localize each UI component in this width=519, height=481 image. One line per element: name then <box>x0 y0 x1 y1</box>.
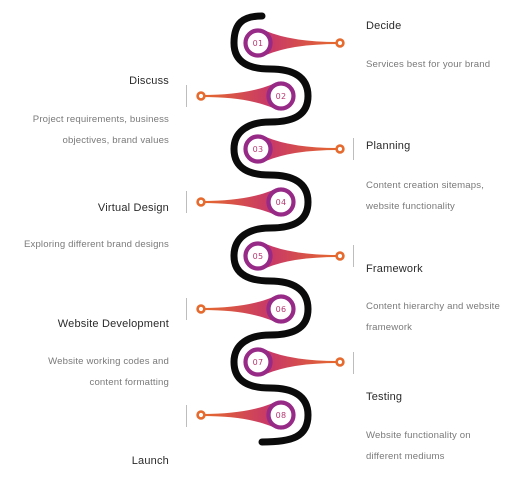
step-05-description: Content hierarchy and website framework <box>366 301 500 333</box>
step-04-description: Exploring different brand designs <box>23 239 169 250</box>
step-07-node: 07 <box>243 347 345 377</box>
step-02-end-dot <box>196 91 206 101</box>
step-02-description: Project requirements, business objective… <box>32 114 169 146</box>
step-07-end-dot <box>335 357 345 367</box>
step-06-pin-line <box>203 297 273 321</box>
step-08-divider <box>186 405 187 427</box>
step-05-number: 05 <box>253 252 264 261</box>
step-03-ring <box>243 134 273 164</box>
step-06-ring <box>266 294 296 324</box>
step-07-description: Website functionality on different mediu… <box>366 430 471 462</box>
step-06-node: 06 <box>196 294 296 324</box>
step-02-number: 02 <box>276 92 287 101</box>
step-01-title: Decide <box>366 20 402 32</box>
step-03-node: 03 <box>243 134 345 164</box>
step-01-number: 01 <box>253 39 264 48</box>
step-04-divider <box>186 191 187 213</box>
step-01-node: 01 <box>243 28 345 58</box>
step-02-node: 02 <box>196 81 296 111</box>
step-04-number: 04 <box>276 198 287 207</box>
step-02-ring <box>266 81 296 111</box>
step-06-number: 06 <box>276 305 287 314</box>
step-08-ring <box>266 400 296 430</box>
step-05-pin-line <box>266 244 338 268</box>
step-01-description: Services best for your brand <box>366 59 491 70</box>
step-03-title: Planning <box>366 140 411 152</box>
step-02-title: Discuss <box>129 75 169 87</box>
step-03-description: Content creation sitemaps, website funct… <box>366 180 485 212</box>
step-03-pin-line <box>266 137 338 161</box>
step-03-number: 03 <box>253 145 264 154</box>
step-04-pin-line <box>203 190 273 214</box>
step-02-divider <box>186 85 187 107</box>
step-05-node: 05 <box>243 241 345 271</box>
step-07-ring <box>243 347 273 377</box>
step-05-title: Framework <box>366 263 423 275</box>
step-03-end-dot <box>335 144 345 154</box>
step-04-end-dot <box>196 197 206 207</box>
step-08-node: 08 <box>196 400 296 430</box>
step-07-divider <box>353 352 354 374</box>
step-01-pin-line <box>266 31 338 55</box>
step-07-title: Testing <box>366 391 403 403</box>
snake-timeline <box>230 12 312 446</box>
step-02-pin-line <box>203 84 273 108</box>
step-08-number: 08 <box>276 411 287 420</box>
step-06-title: Website Development <box>57 318 169 330</box>
step-03-divider <box>353 138 354 160</box>
step-08-title: Launch <box>131 455 169 467</box>
step-06-end-dot <box>196 304 206 314</box>
step-06-divider <box>186 298 187 320</box>
step-04-title: Virtual Design <box>97 202 169 214</box>
step-04-node: 04 <box>196 187 296 217</box>
step-01-end-dot <box>335 38 345 48</box>
step-05-end-dot <box>335 251 345 261</box>
step-01-ring <box>243 28 273 58</box>
step-08-pin-line <box>203 403 273 427</box>
step-05-divider <box>353 245 354 267</box>
step-07-number: 07 <box>253 358 264 367</box>
step-05-ring <box>243 241 273 271</box>
step-06-description: Website working codes and content format… <box>48 356 169 388</box>
step-04-ring <box>266 187 296 217</box>
step-07-pin-line <box>266 350 338 374</box>
step-08-end-dot <box>196 410 206 420</box>
